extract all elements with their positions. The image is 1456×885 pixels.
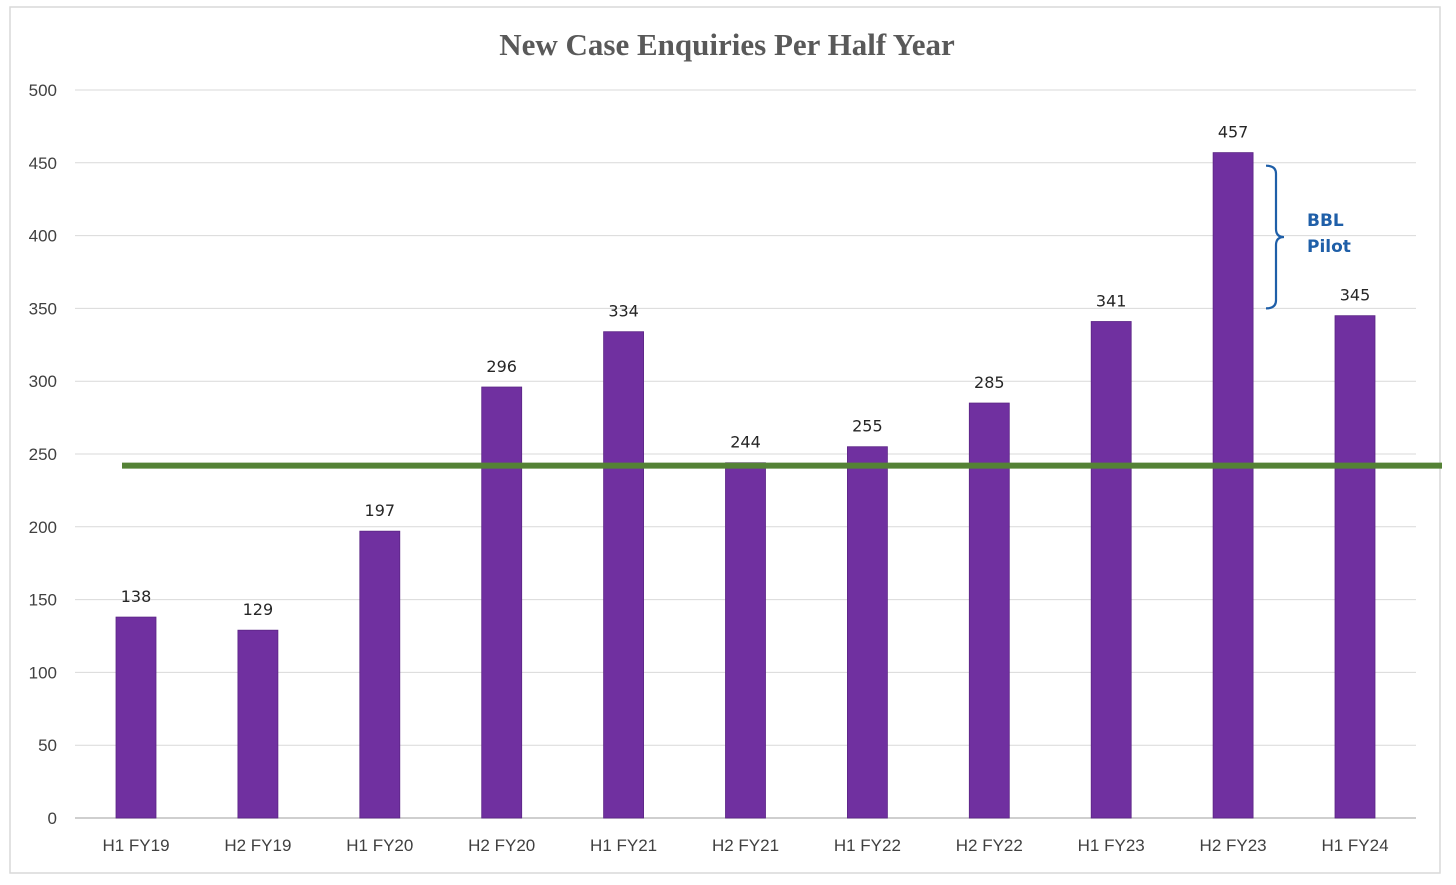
annotation-bracket xyxy=(1265,164,1285,310)
data-label: 285 xyxy=(974,373,1005,392)
bar xyxy=(115,616,157,819)
bar xyxy=(481,386,523,819)
x-tick-label: H1 FY21 xyxy=(590,836,657,855)
y-tick-label: 150 xyxy=(29,591,57,610)
data-label: 341 xyxy=(1096,292,1127,311)
x-axis-ticks: H1 FY19 H2 FY19 H1 FY20 H2 FY20 H1 FY21 H2 FY… xyxy=(102,836,1388,855)
x-tick-label: H1 FY22 xyxy=(834,836,901,855)
y-tick-label: 400 xyxy=(29,227,57,246)
annotation-label-line2: Pilot xyxy=(1307,237,1351,257)
y-tick-label: 50 xyxy=(38,736,57,755)
bar xyxy=(1212,152,1254,819)
bar xyxy=(603,331,644,819)
x-tick-label: H1 FY24 xyxy=(1321,836,1388,855)
x-tick-label: H2 FY21 xyxy=(712,836,779,855)
bar xyxy=(359,530,401,819)
x-tick-label: H2 FY20 xyxy=(468,836,535,855)
value-labels: 138 129 197 296 334 244 255 285 341 457 345 xyxy=(121,123,1371,620)
x-tick-label: H1 FY19 xyxy=(102,836,169,855)
data-label: 296 xyxy=(486,357,517,376)
y-axis-ticks: 0 50 100 150 200 250 300 350 400 450 500 xyxy=(29,81,57,828)
y-tick-label: 250 xyxy=(29,445,57,464)
bar xyxy=(1090,321,1132,819)
data-label: 244 xyxy=(730,433,761,452)
y-tick-label: 450 xyxy=(29,154,57,173)
y-tick-label: 200 xyxy=(29,518,57,537)
bars xyxy=(115,152,1376,819)
y-tick-label: 300 xyxy=(29,372,57,391)
x-tick-label: H1 FY23 xyxy=(1078,836,1145,855)
bar xyxy=(725,462,766,819)
bar xyxy=(968,402,1010,819)
bar xyxy=(1334,315,1376,819)
data-label: 457 xyxy=(1218,123,1249,142)
y-tick-label: 100 xyxy=(29,663,57,682)
data-label: 334 xyxy=(608,302,639,321)
y-tick-label: 0 xyxy=(48,809,57,828)
data-label: 129 xyxy=(243,600,274,619)
data-label: 345 xyxy=(1340,286,1371,305)
x-tick-label: H1 FY20 xyxy=(346,836,413,855)
y-tick-label: 350 xyxy=(29,299,57,318)
y-tick-label: 500 xyxy=(29,81,57,100)
x-tick-label: H2 FY22 xyxy=(956,836,1023,855)
x-tick-label: H2 FY19 xyxy=(224,836,291,855)
data-label: 255 xyxy=(852,417,883,436)
chart-title: New Case Enquiries Per Half Year xyxy=(499,27,955,62)
bar xyxy=(237,629,279,819)
data-label: 197 xyxy=(365,501,396,520)
data-label: 138 xyxy=(121,587,152,606)
annotation-group: BBL Pilot xyxy=(1265,164,1351,310)
grid-lines xyxy=(75,89,1416,819)
bar xyxy=(847,446,888,819)
annotation-label-line1: BBL xyxy=(1307,211,1344,231)
x-tick-label: H2 FY23 xyxy=(1200,836,1267,855)
